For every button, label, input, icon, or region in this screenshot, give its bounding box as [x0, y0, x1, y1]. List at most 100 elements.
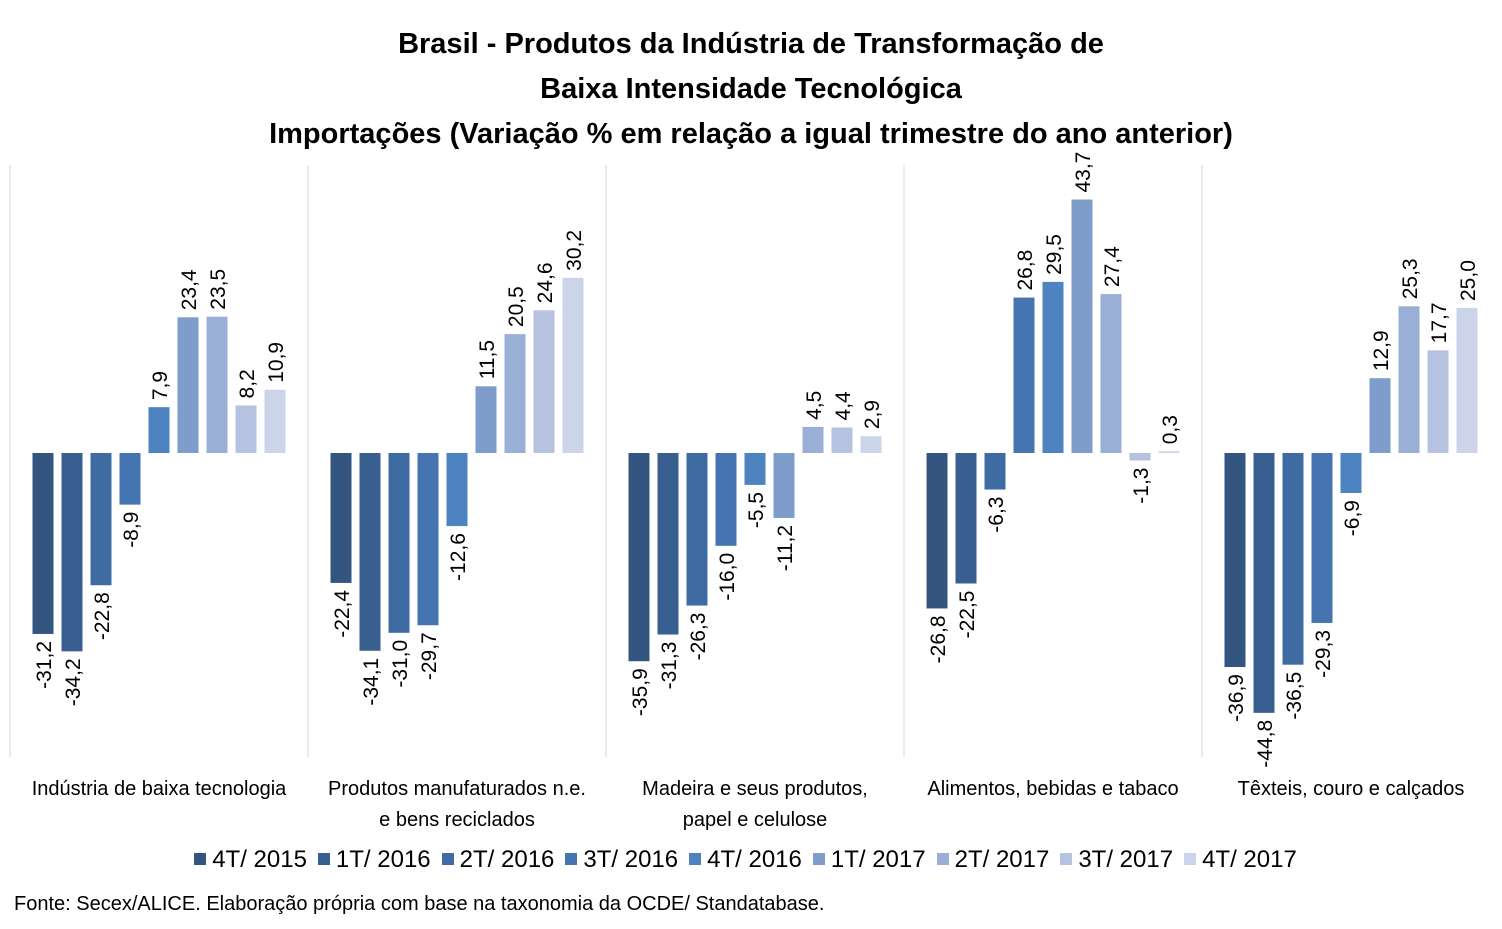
bar: [686, 453, 708, 606]
legend-label: 2T/ 2016: [459, 846, 555, 873]
value-label: 25,0: [1457, 260, 1480, 301]
legend-label: 3T/ 2016: [583, 846, 679, 873]
legend-swatch: [441, 853, 454, 865]
value-label: 2,9: [861, 400, 884, 429]
legend-item: 2T/ 2017: [936, 846, 1050, 874]
bar: [1369, 378, 1391, 453]
bar: [32, 453, 54, 634]
bar: [1456, 308, 1478, 453]
bar: [1340, 453, 1362, 494]
value-label: -26,8: [927, 615, 950, 663]
category-label: Indústria de baixa tecnologia: [32, 778, 287, 800]
value-label: 23,4: [178, 269, 201, 310]
bar: [657, 453, 679, 635]
bar: [61, 453, 83, 652]
value-label: 43,7: [1072, 152, 1095, 193]
bar: [388, 453, 410, 633]
value-label: 25,3: [1399, 258, 1422, 299]
value-label: 10,9: [265, 342, 288, 383]
legend-label: 4T/ 2017: [1202, 846, 1297, 873]
bar: [417, 453, 439, 626]
category-label: Madeira e seus produtos,: [642, 778, 868, 800]
bar: [177, 317, 199, 453]
source-note: Fonte: Secex/ALICE. Elaboração própria c…: [14, 893, 825, 915]
bar: [1042, 281, 1064, 453]
value-label: -31,2: [33, 641, 56, 689]
bar: [206, 316, 228, 453]
category-label: e bens reciclados: [379, 809, 535, 831]
legend-item: 2T/ 2016: [441, 846, 555, 874]
value-label: -36,9: [1225, 674, 1248, 722]
bar: [148, 407, 170, 453]
bar: [1129, 453, 1151, 461]
bar: [330, 453, 352, 583]
bar: [715, 453, 737, 546]
legend-label: 1T/ 2017: [830, 846, 926, 873]
chart-legend: 4T/ 2015 1T/ 2016 2T/ 2016 3T/ 2016 4T/ 2016…: [0, 846, 1502, 874]
bar: [1398, 306, 1420, 453]
legend-label: 1T/ 2016: [335, 846, 431, 873]
value-label: -36,5: [1283, 672, 1306, 720]
legend-swatch: [1060, 853, 1073, 865]
bar: [264, 389, 286, 453]
bar: [562, 277, 584, 453]
bar: [1427, 350, 1449, 453]
legend-item: 4T/ 2016: [689, 846, 802, 874]
value-label: -44,8: [1254, 720, 1277, 768]
bar: [1013, 297, 1035, 453]
bar: [475, 386, 497, 453]
category-label: Têxteis, couro e calçados: [1238, 778, 1465, 800]
legend-label: 3T/ 2017: [1078, 846, 1174, 873]
value-label: 4,5: [803, 391, 826, 420]
value-label: -6,3: [985, 497, 1008, 533]
value-label: -22,4: [331, 590, 354, 638]
bar: [119, 453, 141, 505]
category-label: Produtos manufaturados n.e.: [328, 778, 586, 800]
value-label: 26,8: [1014, 250, 1037, 291]
bar: [1158, 451, 1180, 453]
value-label: -8,9: [120, 512, 143, 548]
bar: [446, 453, 468, 527]
bar: [359, 453, 381, 651]
value-label: 27,4: [1101, 246, 1124, 287]
value-label: 12,9: [1370, 330, 1393, 371]
bar-chart-plot: -31,2 -22,4 -35,9 -26,8 -36,9 -34,2 -34,1 -31,3…: [9, 152, 1480, 831]
category-label: papel e celulose: [683, 809, 828, 831]
legend-item: 4T/ 2015: [194, 846, 307, 874]
legend-swatch: [194, 853, 207, 865]
value-label: 0,3: [1159, 415, 1182, 444]
value-label: 24,6: [534, 262, 557, 303]
legend-item: 1T/ 2017: [812, 846, 926, 874]
bar: [504, 334, 526, 453]
legend-swatch: [565, 853, 578, 865]
legend-swatch: [1184, 853, 1197, 865]
value-label: 7,9: [149, 371, 172, 400]
value-label: 23,5: [207, 269, 230, 310]
bar: [955, 453, 977, 584]
category-label: Alimentos, bebidas e tabaco: [927, 778, 1178, 800]
bar: [1311, 453, 1333, 623]
value-label: -22,5: [956, 591, 979, 639]
bar: [628, 453, 650, 662]
value-label: 29,5: [1043, 234, 1066, 275]
bar: [533, 310, 555, 453]
bar: [1224, 453, 1246, 668]
chart-title: Brasil - Produtos da Indústria de Transf…: [0, 22, 1502, 157]
bar: [1282, 453, 1304, 665]
value-label: -29,3: [1312, 630, 1335, 678]
legend-item: 3T/ 2017: [1060, 846, 1173, 874]
value-label: -5,5: [745, 492, 768, 528]
bar: [984, 453, 1006, 490]
legend-label: 4T/ 2015: [212, 846, 307, 873]
bar: [90, 453, 112, 586]
value-label: -16,0: [716, 553, 739, 601]
chart-title-line-3: Importações (Variação % em relação a igu…: [269, 118, 1233, 150]
legend-item: 3T/ 2016: [565, 846, 678, 874]
value-label: -12,6: [447, 533, 470, 581]
legend-label: 2T/ 2017: [954, 846, 1050, 873]
value-label: 30,2: [563, 230, 586, 271]
value-label: -34,2: [62, 658, 85, 706]
value-label: -35,9: [629, 668, 652, 716]
legend-swatch: [317, 853, 330, 865]
legend-swatch: [689, 853, 702, 865]
